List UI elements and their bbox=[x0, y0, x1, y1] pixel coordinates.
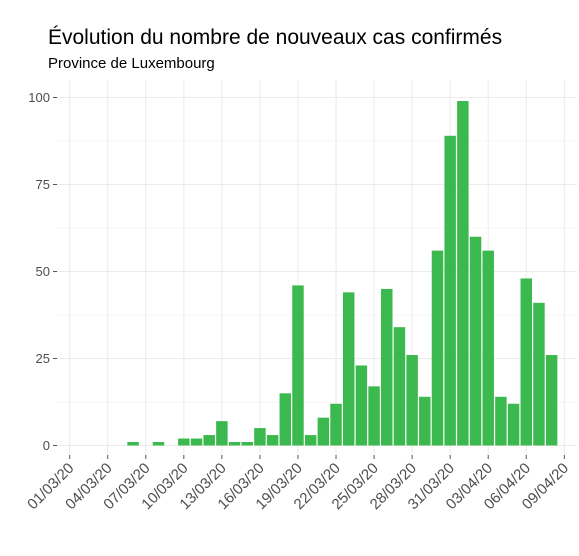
bar bbox=[292, 285, 304, 446]
bar bbox=[127, 442, 139, 446]
bar bbox=[254, 428, 266, 446]
chart-title: Évolution du nombre de nouveaux cas conf… bbox=[48, 26, 503, 49]
bar bbox=[444, 135, 456, 446]
bar bbox=[266, 435, 279, 446]
bar bbox=[330, 403, 342, 446]
bar bbox=[317, 417, 330, 446]
bar bbox=[431, 250, 444, 446]
bars bbox=[127, 100, 558, 446]
y-tick-label: 75 bbox=[36, 177, 50, 192]
y-tick-label: 0 bbox=[43, 438, 50, 453]
bar bbox=[469, 236, 482, 446]
bar bbox=[241, 442, 253, 446]
bar bbox=[406, 355, 418, 446]
bar bbox=[419, 396, 431, 446]
bar bbox=[279, 393, 292, 446]
bar bbox=[368, 386, 380, 446]
bar bbox=[228, 442, 241, 446]
y-tick-label: 100 bbox=[28, 90, 50, 105]
bar bbox=[533, 302, 545, 446]
y-tick-label: 25 bbox=[36, 351, 50, 366]
bar bbox=[520, 278, 533, 446]
bar bbox=[495, 396, 507, 446]
y-tick-label: 50 bbox=[36, 264, 50, 279]
bar bbox=[381, 288, 393, 446]
bar bbox=[304, 435, 317, 446]
bar bbox=[342, 292, 355, 446]
bar bbox=[393, 327, 406, 446]
bar bbox=[482, 250, 494, 446]
y-axis: 0 25 50 75 100 bbox=[28, 90, 57, 453]
bar bbox=[457, 100, 469, 446]
bar bbox=[216, 421, 228, 446]
bar bbox=[545, 355, 558, 446]
bar bbox=[178, 438, 190, 446]
bar bbox=[507, 403, 520, 446]
bar bbox=[190, 438, 203, 446]
bar bbox=[355, 365, 368, 446]
bar bbox=[203, 435, 215, 446]
chart-subtitle: Province de Luxembourg bbox=[48, 55, 215, 72]
bar bbox=[152, 442, 165, 446]
x-axis: 01/03/2004/03/2007/03/2010/03/2013/03/20… bbox=[24, 455, 572, 513]
